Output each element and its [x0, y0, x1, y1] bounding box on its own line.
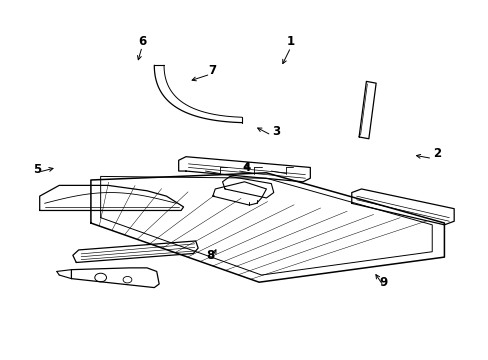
Text: 1: 1: [286, 35, 294, 49]
Text: 2: 2: [432, 147, 440, 159]
Text: 5: 5: [33, 163, 41, 176]
Text: 6: 6: [138, 35, 146, 49]
Text: 4: 4: [243, 161, 250, 174]
Text: 9: 9: [379, 276, 387, 289]
Text: 3: 3: [272, 125, 280, 138]
Text: 7: 7: [208, 64, 216, 77]
Text: 8: 8: [206, 249, 214, 262]
